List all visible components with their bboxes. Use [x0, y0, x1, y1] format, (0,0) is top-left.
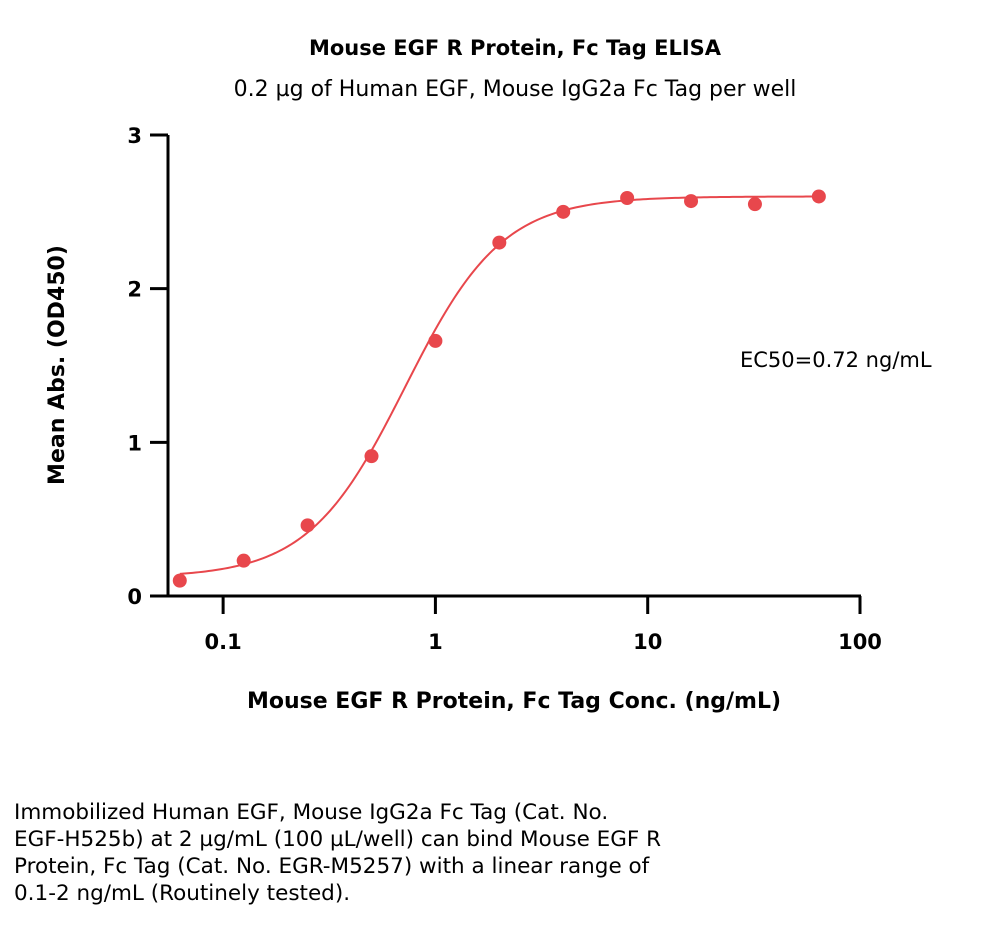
y-tick-label: 3	[127, 124, 142, 148]
x-axis-title: Mouse EGF R Protein, Fc Tag Conc. (ng/mL…	[247, 689, 781, 714]
figure-caption: Immobilized Human EGF, Mouse IgG2a Fc Ta…	[14, 800, 662, 906]
y-tick-label: 2	[127, 278, 142, 302]
data-point	[747, 197, 762, 212]
chart-title: Mouse EGF R Protein, Fc Tag ELISA	[308, 36, 722, 60]
data-point	[492, 235, 507, 250]
ec50-annotation: EC50=0.72 ng/mL	[740, 348, 932, 372]
chart-subtitle: 0.2 µg of Human EGF, Mouse IgG2a Fc Tag …	[233, 77, 797, 102]
data-point	[236, 553, 251, 568]
elisa-chart: 0 1 2 3 0.1 1 10 100 Mean Abs. (OD450) Mouse EG…	[45, 124, 932, 714]
x-tick-label: 0.1	[205, 630, 242, 654]
data-point	[172, 573, 187, 588]
y-tick-label: 0	[127, 585, 142, 609]
data-point	[364, 449, 379, 464]
data-point	[428, 333, 443, 348]
data-points-layer	[172, 189, 826, 588]
y-axis-title: Mean Abs. (OD450)	[45, 245, 70, 485]
x-tick-label: 10	[633, 630, 662, 654]
axes: 0 1 2 3 0.1 1 10 100	[127, 124, 882, 654]
data-point	[811, 189, 826, 204]
fit-curve	[179, 195, 819, 575]
x-tick-label: 100	[838, 630, 882, 654]
fit-curve-layer	[179, 195, 819, 575]
data-point	[620, 191, 635, 206]
data-point	[684, 194, 699, 209]
x-tick-label: 1	[428, 630, 443, 654]
data-point	[300, 518, 315, 533]
data-point	[556, 204, 571, 219]
y-tick-label: 1	[127, 431, 142, 455]
